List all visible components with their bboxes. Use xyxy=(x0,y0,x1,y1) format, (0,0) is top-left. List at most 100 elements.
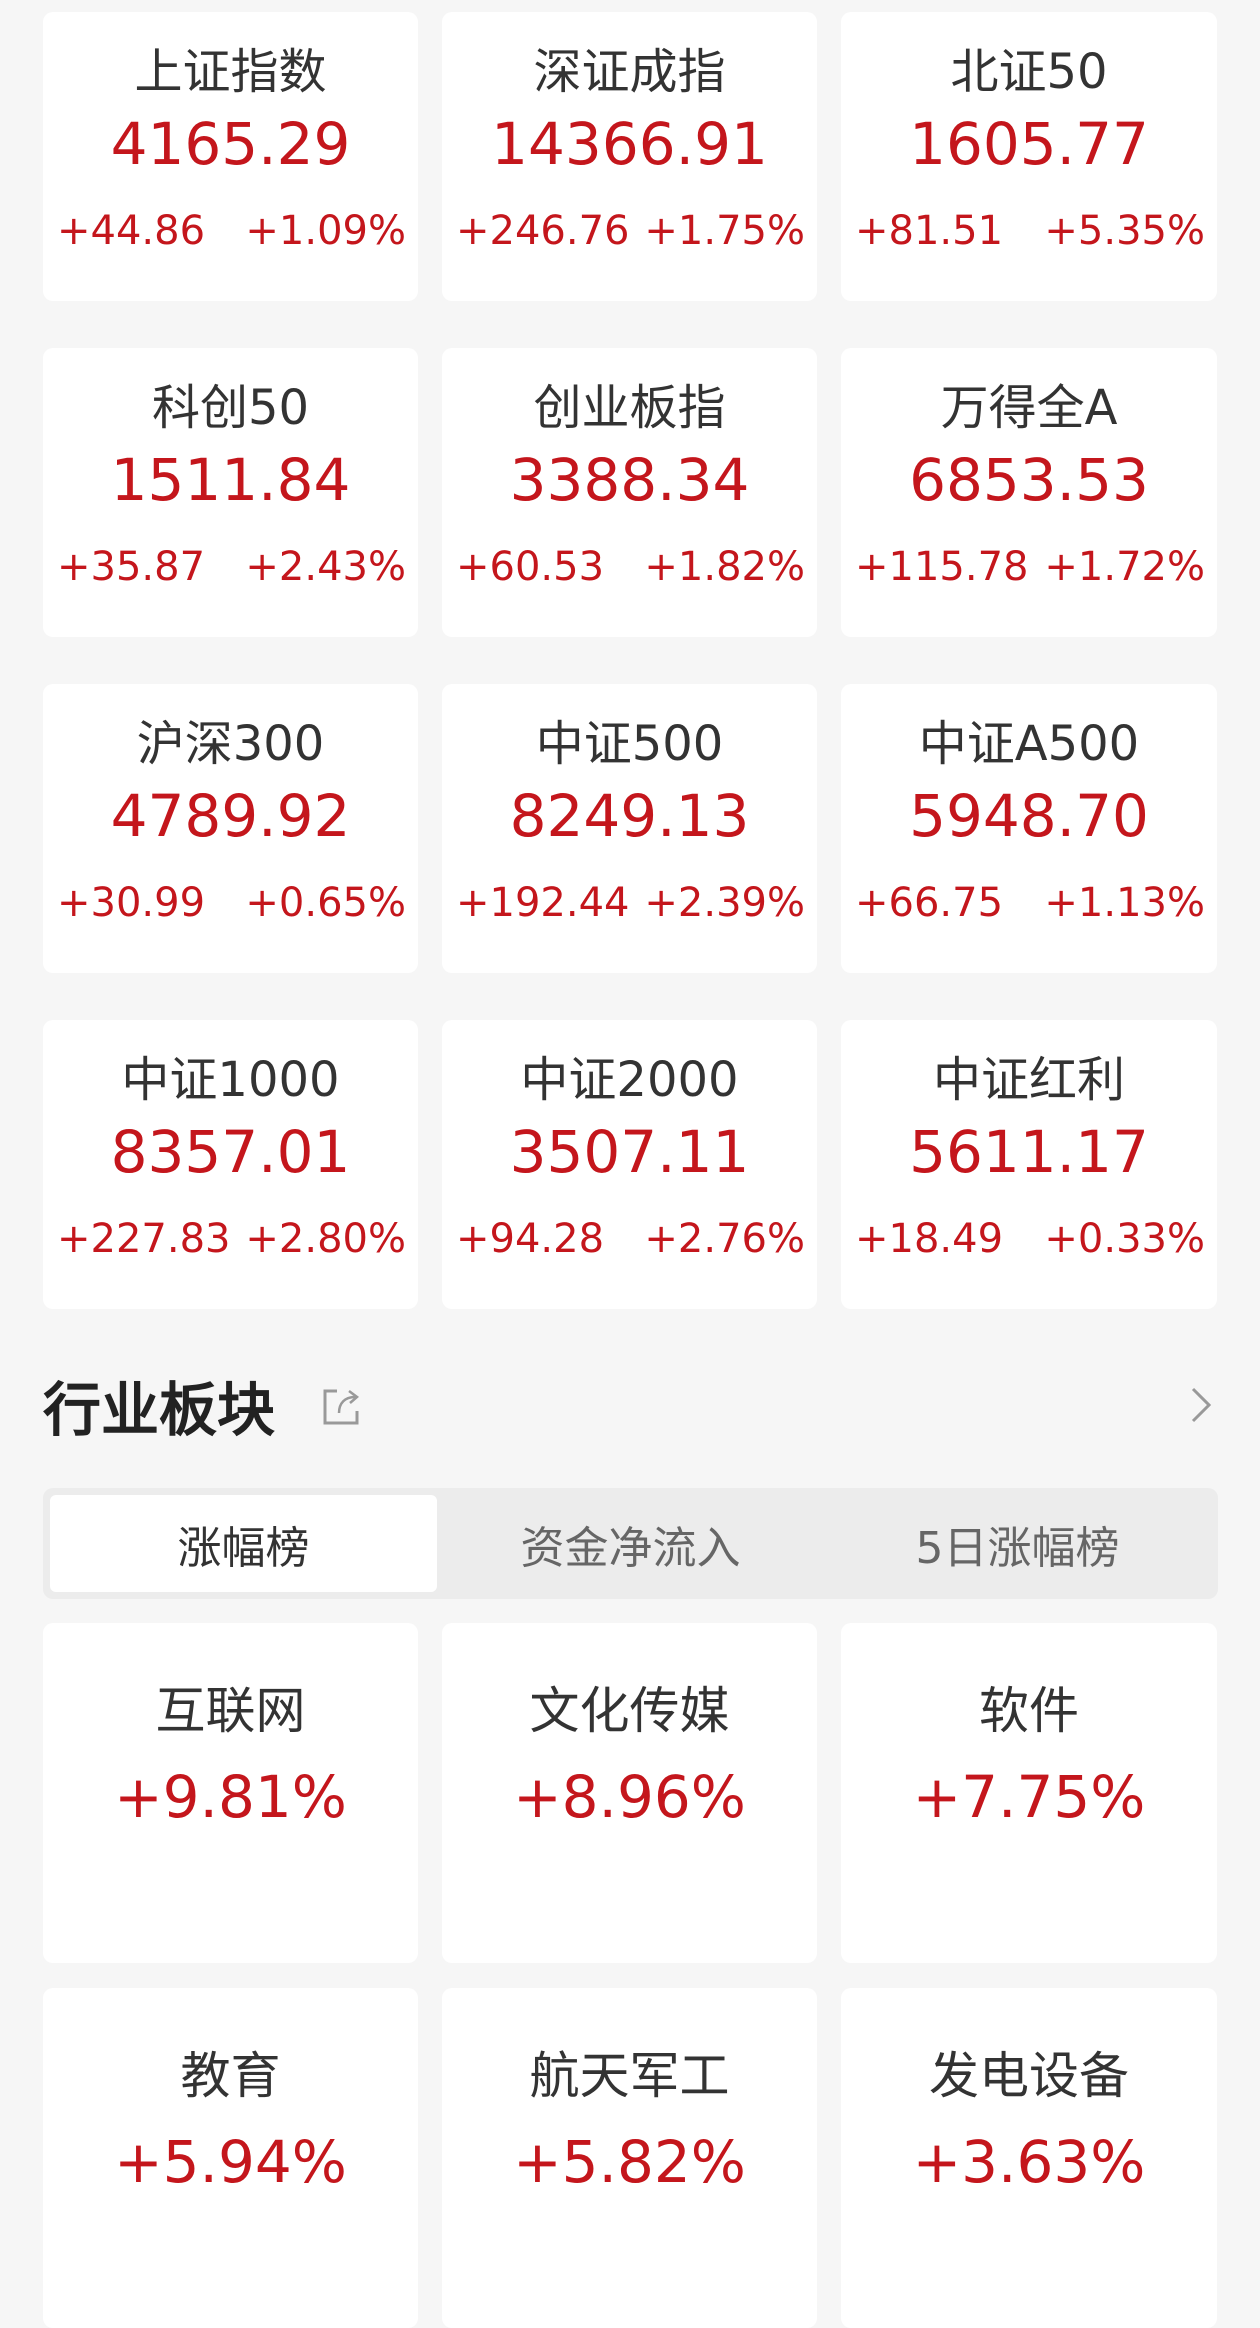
index-name: 中证A500 xyxy=(918,716,1140,772)
index-grid: 上证指数 4165.29 +44.86 +1.09% 深证成指 14366.91… xyxy=(43,12,1217,1309)
index-card[interactable]: 上证指数 4165.29 +44.86 +1.09% xyxy=(43,12,418,301)
index-name: 中证500 xyxy=(535,716,724,772)
sector-name: 文化传媒 xyxy=(529,1682,730,1740)
index-card[interactable]: 中证红利 5611.17 +18.49 +0.33% xyxy=(841,1020,1217,1309)
index-name: 北证50 xyxy=(950,44,1108,100)
tab-net-inflow[interactable]: 资金净流入 xyxy=(520,1522,741,1574)
index-change-pct: +1.75% xyxy=(644,208,805,254)
index-card[interactable]: 中证500 8249.13 +192.44 +2.39% xyxy=(442,684,817,973)
index-change-row: +18.49 +0.33% xyxy=(855,1216,1205,1262)
index-card[interactable]: 深证成指 14366.91 +246.76 +1.75% xyxy=(442,12,817,301)
sector-tabs: 涨幅榜 资金净流入 5日涨幅榜 xyxy=(43,1488,1218,1599)
index-change-row: +81.51 +5.35% xyxy=(855,208,1205,254)
index-card[interactable]: 万得全A 6853.53 +115.78 +1.72% xyxy=(841,348,1217,637)
sector-card[interactable]: 互联网 +9.81% xyxy=(43,1623,418,1963)
index-price: 5611.17 xyxy=(909,1118,1149,1186)
index-change: +94.28 xyxy=(456,1216,605,1262)
index-price: 4789.92 xyxy=(110,782,351,850)
index-card[interactable]: 创业板指 3388.34 +60.53 +1.82% xyxy=(442,348,817,637)
sector-name: 互联网 xyxy=(155,1682,306,1740)
index-price: 8249.13 xyxy=(509,782,750,850)
index-change: +81.51 xyxy=(855,208,1004,254)
index-change-pct: +2.80% xyxy=(245,1216,406,1262)
index-change-pct: +2.76% xyxy=(644,1216,805,1262)
share-icon[interactable] xyxy=(321,1383,365,1427)
index-change: +227.83 xyxy=(57,1216,231,1262)
sector-pct: +9.81% xyxy=(114,1763,347,1831)
sector-card[interactable]: 软件 +7.75% xyxy=(841,1623,1217,1963)
index-price: 4165.29 xyxy=(110,110,351,178)
index-change-row: +44.86 +1.09% xyxy=(57,208,406,254)
index-change-pct: +1.82% xyxy=(644,544,805,590)
index-change-row: +60.53 +1.82% xyxy=(456,544,805,590)
index-change: +30.99 xyxy=(57,880,206,926)
index-change-pct: +0.33% xyxy=(1044,1216,1205,1262)
index-change: +246.76 xyxy=(456,208,630,254)
index-change-pct: +1.09% xyxy=(245,208,406,254)
sector-header: 行业板块 xyxy=(43,1370,1217,1444)
sector-card[interactable]: 发电设备 +3.63% xyxy=(841,1988,1217,2328)
index-change-row: +35.87 +2.43% xyxy=(57,544,406,590)
index-name: 创业板指 xyxy=(533,380,726,436)
index-price: 3388.34 xyxy=(509,446,750,514)
index-card[interactable]: 北证50 1605.77 +81.51 +5.35% xyxy=(841,12,1217,301)
index-name: 中证红利 xyxy=(932,1052,1125,1108)
index-change-pct: +2.39% xyxy=(644,880,805,926)
index-change-row: +192.44 +2.39% xyxy=(456,880,805,926)
sector-card[interactable]: 教育 +5.94% xyxy=(43,1988,418,2328)
sector-name: 航天军工 xyxy=(529,2047,730,2105)
index-name: 沪深300 xyxy=(136,716,325,772)
sector-name: 发电设备 xyxy=(929,2047,1129,2105)
sector-pct: +5.82% xyxy=(513,2128,746,2196)
index-price: 5948.70 xyxy=(909,782,1149,850)
sector-card[interactable]: 文化传媒 +8.96% xyxy=(442,1623,817,1963)
index-card[interactable]: 中证1000 8357.01 +227.83 +2.80% xyxy=(43,1020,418,1309)
index-card[interactable]: 中证2000 3507.11 +94.28 +2.76% xyxy=(442,1020,817,1309)
index-change-pct: +1.13% xyxy=(1044,880,1205,926)
sector-name: 教育 xyxy=(180,2047,281,2105)
index-card[interactable]: 沪深300 4789.92 +30.99 +0.65% xyxy=(43,684,418,973)
index-name: 中证2000 xyxy=(520,1052,739,1108)
index-change: +18.49 xyxy=(855,1216,1004,1262)
index-card[interactable]: 中证A500 5948.70 +66.75 +1.13% xyxy=(841,684,1217,973)
sector-title: 行业板块 xyxy=(43,1376,276,1444)
index-change: +192.44 xyxy=(456,880,630,926)
index-card[interactable]: 科创50 1511.84 +35.87 +2.43% xyxy=(43,348,418,637)
index-price: 8357.01 xyxy=(110,1118,351,1186)
index-name: 中证1000 xyxy=(121,1052,340,1108)
index-change-pct: +0.65% xyxy=(245,880,406,926)
chevron-right-icon[interactable] xyxy=(1187,1383,1217,1427)
index-price: 14366.91 xyxy=(491,110,768,178)
index-change-row: +94.28 +2.76% xyxy=(456,1216,805,1262)
sector-pct: +7.75% xyxy=(912,1763,1146,1831)
index-change-pct: +2.43% xyxy=(245,544,406,590)
index-name: 万得全A xyxy=(940,380,1118,436)
sector-pct: +5.94% xyxy=(114,2128,347,2196)
index-change-row: +30.99 +0.65% xyxy=(57,880,406,926)
index-change: +66.75 xyxy=(855,880,1004,926)
index-change-row: +66.75 +1.13% xyxy=(855,880,1205,926)
index-change: +115.78 xyxy=(855,544,1029,590)
index-change: +44.86 xyxy=(57,208,206,254)
index-price: 1511.84 xyxy=(110,446,351,514)
sector-pct: +8.96% xyxy=(513,1763,746,1831)
tab-gainers[interactable]: 涨幅榜 xyxy=(50,1495,437,1592)
sector-name: 软件 xyxy=(979,1682,1079,1740)
index-change-pct: +5.35% xyxy=(1044,208,1205,254)
index-change-pct: +1.72% xyxy=(1044,544,1205,590)
sector-grid: 互联网 +9.81% 文化传媒 +8.96% 软件 +7.75% 教育 +5.94% 航… xyxy=(43,1623,1217,2328)
index-name: 深证成指 xyxy=(533,44,726,100)
index-change: +35.87 xyxy=(57,544,206,590)
index-change-row: +246.76 +1.75% xyxy=(456,208,805,254)
index-price: 6853.53 xyxy=(909,446,1149,514)
index-price: 3507.11 xyxy=(509,1118,750,1186)
index-change-row: +227.83 +2.80% xyxy=(57,1216,406,1262)
index-name: 科创50 xyxy=(151,380,310,436)
index-change-row: +115.78 +1.72% xyxy=(855,544,1205,590)
sector-card[interactable]: 航天军工 +5.82% xyxy=(442,1988,817,2328)
index-change: +60.53 xyxy=(456,544,605,590)
index-price: 1605.77 xyxy=(909,110,1149,178)
sector-pct: +3.63% xyxy=(912,2128,1146,2196)
index-name: 上证指数 xyxy=(134,44,327,100)
tab-5day-gainers[interactable]: 5日涨幅榜 xyxy=(915,1522,1120,1574)
